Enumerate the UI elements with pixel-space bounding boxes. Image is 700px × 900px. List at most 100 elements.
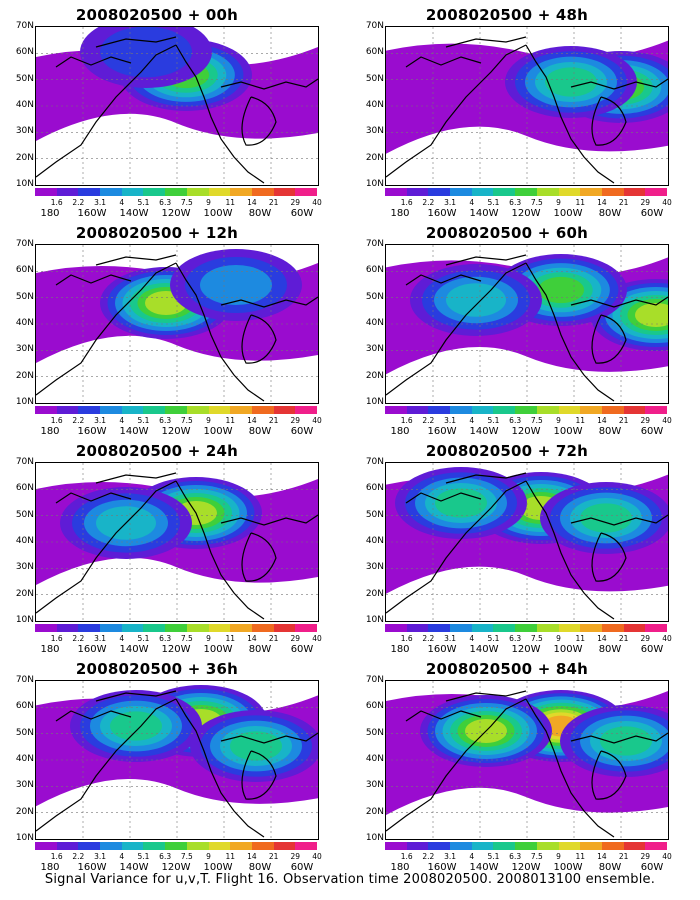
x-tick-label: 100W xyxy=(203,208,233,219)
x-tick-label: 60W xyxy=(290,208,314,219)
x-tick-label: 80W xyxy=(598,862,622,873)
colorbar-swatch xyxy=(208,406,231,414)
colorbar-label: 11 xyxy=(575,852,585,861)
colorbar-label: 11 xyxy=(575,198,585,207)
y-tick-label: 20N xyxy=(365,806,384,817)
y-tick-label: 30N xyxy=(15,344,34,355)
colorbar-label: 7.5 xyxy=(180,852,193,861)
y-tick-label: 10N xyxy=(15,615,34,625)
x-tick-label: 60W xyxy=(290,644,314,655)
panel-title: 2008020500 + 72h xyxy=(425,442,589,460)
y-tick-label: 40N xyxy=(15,536,34,546)
colorbar-swatch xyxy=(230,624,252,632)
colorbar-swatch xyxy=(601,406,624,414)
colorbar-labels: 1.6 2.2 3.1 4 5.1 6.3 7.5 9 11 14 21 29 40 xyxy=(385,852,672,862)
y-tick-label: 70N xyxy=(365,239,384,249)
map-panel: 2008020500 + 00h 70N 60N 50N 40N 30N 20N 10N 1.6… xyxy=(2,6,332,224)
y-tick-label: 20N xyxy=(15,152,34,163)
colorbar-label: 29 xyxy=(290,198,301,207)
colorbar-label: 5.1 xyxy=(137,634,150,643)
colorbar-label: 1.6 xyxy=(400,198,413,207)
colorbar-label: 29 xyxy=(640,198,651,207)
colorbar-swatch xyxy=(623,406,646,414)
variance-contour xyxy=(110,711,162,741)
colorbar-label: 11 xyxy=(225,634,235,643)
y-tick-label: 40N xyxy=(365,536,384,546)
coastline xyxy=(405,274,482,286)
y-tick-label: 30N xyxy=(365,562,384,573)
colorbar-swatch xyxy=(295,842,317,850)
coastline xyxy=(220,732,318,744)
colorbar-label: 2.2 xyxy=(422,852,435,861)
x-tick-label: 160W xyxy=(427,426,457,437)
colorbar-swatch xyxy=(143,406,166,414)
colorbar-label: 40 xyxy=(662,634,672,643)
colorbar-label: 1.6 xyxy=(400,852,413,861)
x-tick-label: 180 xyxy=(390,208,410,219)
colorbar-label: 14 xyxy=(597,416,607,425)
y-tick-label: 40N xyxy=(15,318,34,328)
colorbar-labels: 1.6 2.2 3.1 4 5.1 6.3 7.5 9 11 14 21 29 40 xyxy=(385,416,672,426)
colorbar-label: 9 xyxy=(206,198,211,207)
colorbar-label: 6.3 xyxy=(509,416,522,425)
colorbar-label: 6.3 xyxy=(509,634,522,643)
map-panel: 2008020500 + 12h 70N 60N 50N 40N 30N 20N 10N 1.6… xyxy=(2,224,332,442)
colorbar-labels: 1.6 2.2 3.1 4 5.1 6.3 7.5 9 11 14 21 29 40 xyxy=(35,634,322,644)
panel-title: 2008020500 + 36h xyxy=(75,660,239,678)
colorbar-swatch xyxy=(385,842,407,850)
variance-contour xyxy=(435,488,487,518)
colorbar-swatch xyxy=(100,406,122,414)
coastline xyxy=(570,514,668,526)
x-tick-label: 120W xyxy=(161,862,191,873)
colorbar-swatch xyxy=(536,188,559,196)
y-tick-label: 10N xyxy=(365,397,384,407)
variance-contour xyxy=(200,265,272,305)
colorbar-swatch xyxy=(56,188,79,196)
colorbar-label: 5.1 xyxy=(487,198,500,207)
coastline xyxy=(386,698,527,832)
coastline xyxy=(36,698,177,832)
colorbar-swatch xyxy=(471,406,494,414)
colorbar-swatch xyxy=(186,624,209,632)
colorbar-swatch xyxy=(121,624,144,632)
x-tick-label: 160W xyxy=(427,644,457,655)
colorbar-swatch xyxy=(165,188,187,196)
y-tick-label: 30N xyxy=(365,344,384,355)
coastline xyxy=(405,56,482,68)
coastline xyxy=(175,698,265,838)
colorbar-label: 3.1 xyxy=(94,852,107,861)
y-tick-label: 40N xyxy=(365,754,384,764)
map-frame xyxy=(385,26,669,186)
y-tick-label: 50N xyxy=(15,509,34,520)
colorbar-swatch xyxy=(471,188,494,196)
colorbar-label: 4 xyxy=(119,634,125,643)
colorbar-label: 21 xyxy=(268,852,279,861)
x-tick-label: 180 xyxy=(390,426,410,437)
y-tick-label: 30N xyxy=(15,126,34,137)
colorbar-swatch xyxy=(121,406,144,414)
coastline xyxy=(405,492,482,504)
coastline xyxy=(175,262,265,402)
colorbar-swatch xyxy=(515,406,537,414)
x-tick-label: 160W xyxy=(77,862,107,873)
colorbar-label: 1.6 xyxy=(50,198,63,207)
y-tick-label: 20N xyxy=(365,152,384,163)
x-tick-label: 180 xyxy=(40,208,60,219)
coastline xyxy=(445,36,527,48)
y-tick-label: 70N xyxy=(365,21,384,31)
y-tick-label: 50N xyxy=(15,291,34,302)
y-tick-label: 50N xyxy=(15,73,34,84)
colorbar xyxy=(385,624,667,632)
coastline xyxy=(55,710,132,722)
colorbar-label: 9 xyxy=(556,416,561,425)
colorbar-swatch xyxy=(450,188,472,196)
coastline xyxy=(241,532,277,582)
y-tick-label: 50N xyxy=(365,291,384,302)
colorbar-label: 7.5 xyxy=(530,198,543,207)
colorbar-swatch xyxy=(450,406,472,414)
x-tick-label: 140W xyxy=(469,208,499,219)
y-tick-label: 40N xyxy=(15,100,34,110)
colorbar-swatch xyxy=(623,842,646,850)
colorbar-swatch xyxy=(515,624,537,632)
x-tick-label: 120W xyxy=(161,208,191,219)
